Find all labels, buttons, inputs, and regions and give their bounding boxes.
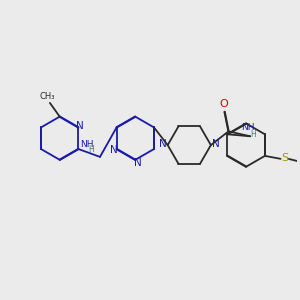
Text: NH: NH xyxy=(242,123,255,132)
Text: O: O xyxy=(219,99,228,109)
Text: CH₃: CH₃ xyxy=(39,92,55,100)
Text: S: S xyxy=(281,153,288,163)
Text: NH: NH xyxy=(80,140,94,148)
Text: H: H xyxy=(88,146,94,154)
Text: N: N xyxy=(110,145,118,155)
Text: N: N xyxy=(76,122,83,131)
Text: N: N xyxy=(212,139,220,149)
Text: H: H xyxy=(250,130,256,139)
Text: N: N xyxy=(134,158,142,168)
Text: N: N xyxy=(159,139,166,149)
